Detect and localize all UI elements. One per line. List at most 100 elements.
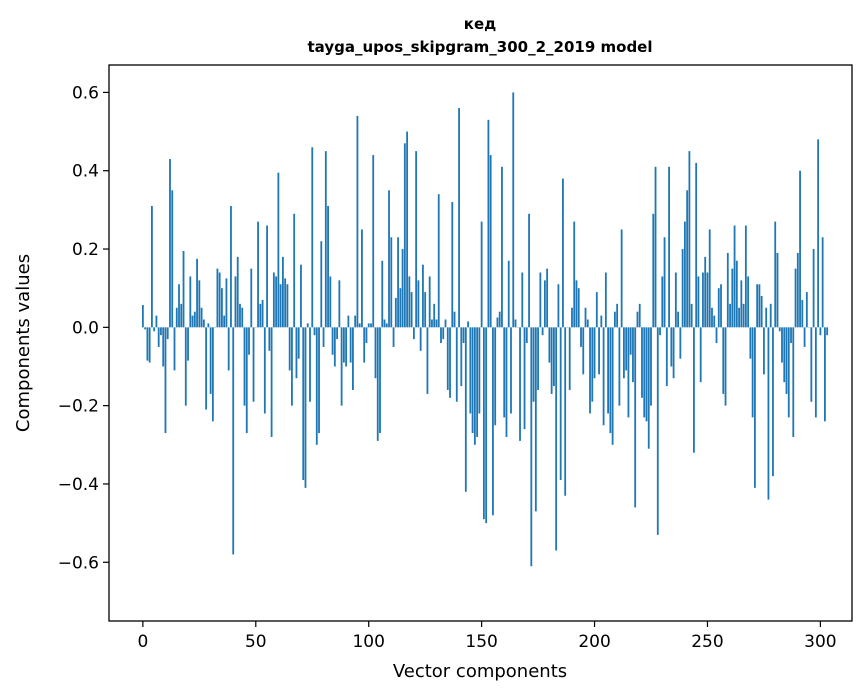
bar-component-74 [309, 327, 311, 402]
bar-component-129 [433, 303, 436, 328]
bar-component-176 [539, 272, 542, 328]
y-axis: −0.6 −0.4 −0.2 0.0 0.2 0.4 0.6 [58, 83, 109, 573]
bar-component-7 [157, 327, 160, 347]
bar-component-296 [810, 327, 813, 402]
bar-component-227 [654, 166, 657, 328]
bar-component-141 [460, 327, 463, 387]
bar-component-254 [715, 327, 718, 343]
bar-component-113 [397, 237, 399, 328]
bar-component-282 [778, 327, 781, 332]
bar-component-283 [781, 327, 783, 363]
bar-component-297 [812, 249, 815, 328]
bar-component-194 [580, 327, 582, 347]
bar-component-67 [293, 213, 296, 328]
bar-component-284 [783, 327, 786, 383]
bar-component-77 [315, 327, 318, 445]
bar-component-27 [202, 319, 205, 328]
bar-component-93 [352, 327, 354, 390]
bar-component-258 [724, 327, 727, 406]
bar-component-238 [679, 327, 682, 359]
bar-component-243 [690, 303, 693, 328]
bar-component-175 [537, 327, 539, 390]
bar-component-108 [385, 323, 388, 328]
bar-component-299 [817, 139, 820, 328]
bar-component-293 [803, 327, 806, 347]
bar-component-137 [451, 202, 454, 328]
bar-component-65 [288, 327, 291, 371]
bar-component-302 [824, 327, 826, 422]
bar-component-106 [381, 260, 384, 328]
bar-component-203 [600, 315, 603, 328]
bar-component-24 [196, 258, 198, 328]
bar-component-95 [356, 115, 359, 328]
bar-component-44 [241, 307, 244, 328]
bar-component-17 [180, 303, 183, 328]
bar-component-240 [683, 221, 686, 328]
bar-component-79 [320, 241, 323, 328]
bar-component-256 [720, 284, 722, 328]
bar-component-225 [650, 327, 652, 406]
bar-component-242 [688, 151, 691, 328]
bar-component-224 [647, 327, 650, 449]
bar-component-223 [645, 327, 648, 422]
y-axis-label: Components values [13, 254, 34, 432]
bar-component-232 [665, 327, 668, 387]
bar-component-26 [200, 307, 203, 328]
bar-component-149 [478, 327, 481, 414]
bar-component-167 [519, 327, 521, 441]
x-axis: 0 50 100 150 200 250 300 [137, 621, 837, 652]
bar-component-294 [805, 292, 808, 328]
bar-component-268 [747, 276, 750, 328]
bar-component-6 [155, 315, 158, 328]
bar-component-265 [740, 280, 743, 328]
bar-component-269 [749, 327, 752, 359]
bar-component-34 [218, 272, 221, 328]
bar-component-172 [530, 327, 533, 567]
bar-component-169 [523, 327, 526, 430]
bar-component-286 [787, 327, 790, 418]
bar-component-202 [598, 327, 600, 375]
y-tick-label: 0.6 [72, 83, 99, 103]
x-tick-label: 50 [245, 632, 267, 652]
bar-component-206 [607, 327, 609, 414]
bar-component-164 [512, 92, 515, 328]
bar-component-132 [440, 327, 442, 343]
bar-component-198 [589, 327, 591, 414]
bar-component-100 [367, 323, 370, 328]
bar-component-201 [595, 292, 598, 328]
bar-component-81 [324, 151, 327, 328]
bar-component-101 [370, 323, 372, 328]
bar-component-257 [722, 327, 725, 394]
bar-component-140 [458, 108, 460, 328]
bar-component-12 [169, 158, 171, 328]
bar-component-190 [571, 307, 573, 328]
bar-component-69 [297, 327, 300, 359]
chart-subtitle: tayga_upos_skipgram_300_2_2019 model [308, 38, 653, 56]
bar-component-84 [331, 327, 334, 355]
bar-component-281 [776, 252, 779, 328]
bar-component-33 [216, 268, 219, 328]
bar-component-244 [693, 327, 695, 453]
bar-component-96 [358, 323, 361, 328]
bar-component-171 [528, 213, 530, 328]
plot-frame [108, 64, 853, 622]
bar-component-107 [383, 319, 386, 328]
x-tick-label: 200 [578, 632, 610, 652]
bar-component-174 [534, 327, 537, 512]
bar-component-30 [209, 327, 212, 394]
bar-component-298 [814, 327, 817, 418]
bar-component-278 [769, 303, 772, 328]
bar-component-200 [593, 327, 596, 379]
bar-component-42 [236, 256, 239, 328]
bar-component-233 [668, 166, 670, 328]
bar-component-291 [799, 170, 801, 328]
bar-component-147 [473, 327, 476, 445]
bar-component-122 [417, 280, 420, 328]
bar-component-216 [629, 327, 632, 355]
bar-component-239 [681, 249, 684, 328]
bar-component-120 [412, 327, 415, 340]
bar-component-183 [555, 327, 558, 551]
bar-component-1 [144, 327, 147, 330]
bar-component-0 [141, 305, 144, 328]
